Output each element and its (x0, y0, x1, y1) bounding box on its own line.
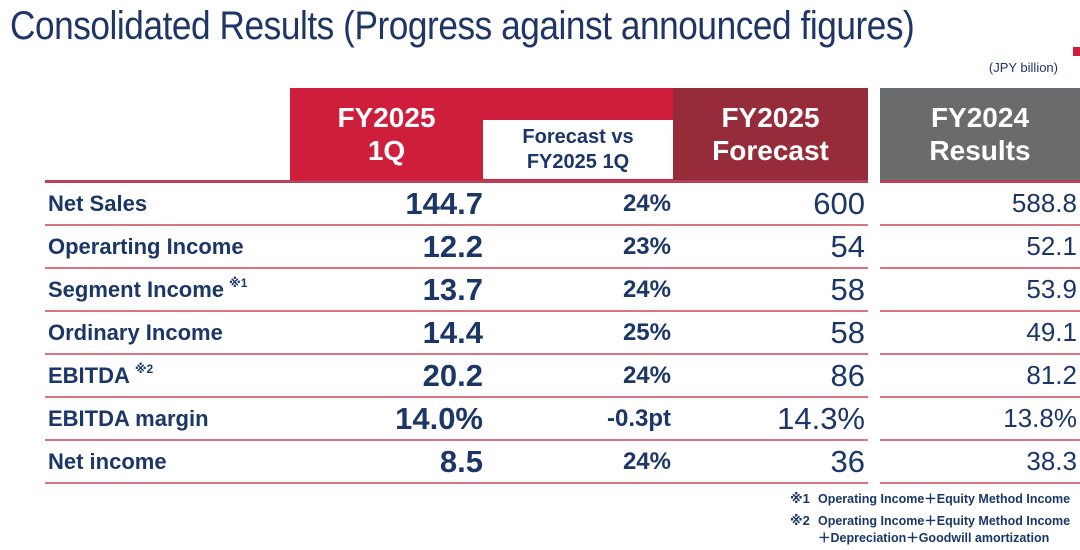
value-fy2024: 38.3 (1026, 446, 1077, 476)
table-row: 588.8 (880, 183, 1080, 226)
value-fy2025-1q: 14.0% (395, 400, 483, 436)
row-label: Ordinary Income (48, 320, 223, 345)
footnote-text: Operating Income＋Equity Method Income (818, 492, 1071, 506)
value-forecast-vs: 24% (622, 447, 671, 475)
row-label: Net income (48, 449, 167, 474)
footnote-marker: ※2 (790, 513, 810, 529)
page-title: Consolidated Results (Progress against a… (10, 4, 915, 48)
value-fy2025-1q: 14.4 (422, 314, 483, 350)
table-row: 53.9 (880, 269, 1080, 312)
value-fy2025-1q: 12.2 (422, 228, 483, 264)
table-row: 49.1 (880, 312, 1080, 355)
col-header-fy2025-forecast: FY2025 Forecast (673, 88, 868, 180)
value-forecast-vs: 25% (622, 318, 671, 346)
value-fy2025-forecast: 14.3% (777, 400, 865, 436)
row-label: Segment Income (48, 277, 225, 302)
value-fy2025-1q: 13.7 (422, 271, 483, 307)
fy2024-results-table: 588.8 52.1 53.9 49.1 81.2 13.8% 38.3 (880, 180, 1080, 484)
table-row: EBITDA margin 14.0% -0.3pt 14.3% (45, 398, 868, 441)
value-fy2024: 81.2 (1026, 360, 1077, 390)
value-fy2024: 53.9 (1026, 274, 1077, 304)
table-row: 81.2 (880, 355, 1080, 398)
table-row: 52.1 (880, 226, 1080, 269)
footnote-ref: ※2 (134, 362, 154, 376)
value-fy2025-forecast: 86 (830, 357, 865, 393)
value-forecast-vs: 24% (622, 189, 671, 217)
table-row: Net income 8.5 24% 36 (45, 441, 868, 484)
value-fy2025-1q: 144.7 (405, 185, 483, 221)
footnote-marker: ※1 (790, 491, 810, 506)
value-fy2025-forecast: 58 (830, 314, 865, 350)
table-row: 38.3 (880, 441, 1080, 484)
table-row: EBITDA ※2 20.2 24% 86 (45, 355, 868, 398)
footnote-text: Operating Income＋Equity Method Income ＋D… (818, 514, 1071, 545)
footnotes: ※1 Operating Income＋Equity Method Income… (790, 491, 1076, 550)
value-fy2024: 588.8 (1011, 188, 1077, 218)
row-label: Net Sales (48, 191, 148, 216)
table-row: 13.8% (880, 398, 1080, 441)
value-forecast-vs: 24% (622, 361, 671, 389)
value-forecast-vs: -0.3pt (606, 404, 671, 432)
footnote-ref: ※1 (229, 276, 248, 290)
row-label: EBITDA margin (48, 406, 209, 431)
value-fy2025-1q: 8.5 (439, 443, 483, 479)
value-fy2025-forecast: 36 (830, 443, 865, 479)
value-fy2025-forecast: 600 (813, 185, 865, 221)
unit-note: (JPY billion) (988, 60, 1058, 75)
col-header-fy2024-results: FY2024 Results (880, 88, 1080, 180)
results-table: Net Sales 144.7 24% 600 Operarting Incom… (45, 180, 868, 484)
col-header-forecast-vs: Forecast vs FY2025 1Q (483, 120, 673, 179)
value-fy2025-forecast: 58 (830, 271, 865, 307)
table-row: Ordinary Income 14.4 25% 58 (45, 312, 868, 355)
value-forecast-vs: 23% (622, 232, 671, 260)
value-forecast-vs: 24% (622, 275, 671, 303)
footnote-1: ※1 Operating Income＋Equity Method Income (790, 491, 1076, 507)
table-row: Segment Income ※1 13.7 24% 58 (45, 269, 868, 312)
col-header-fy2025-1q: FY2025 1Q (337, 101, 436, 166)
value-fy2024: 49.1 (1026, 317, 1077, 347)
value-fy2024: 52.1 (1026, 231, 1077, 261)
row-label: EBITDA (48, 363, 130, 388)
table-row: Operarting Income 12.2 23% 54 (45, 226, 868, 269)
footnote-2: ※2 Operating Income＋Equity Method Income… (790, 513, 1076, 546)
title-accent-bar (1073, 47, 1080, 56)
row-label: Operarting Income (48, 234, 244, 259)
value-fy2025-forecast: 54 (830, 228, 865, 264)
value-fy2025-1q: 20.2 (422, 357, 483, 393)
value-fy2024: 13.8% (1003, 403, 1077, 433)
table-row: Net Sales 144.7 24% 600 (45, 183, 868, 226)
